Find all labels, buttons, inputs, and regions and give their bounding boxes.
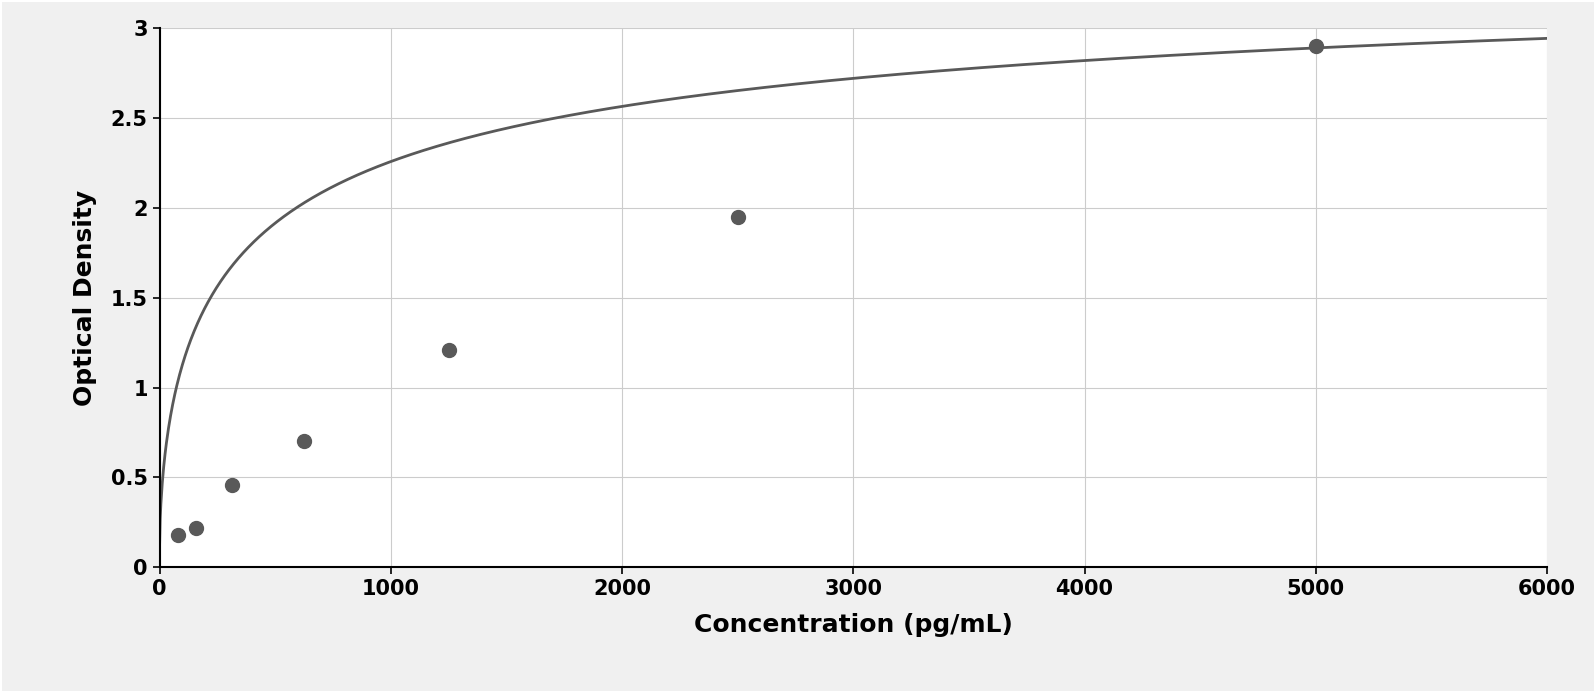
Point [724, 211, 751, 222]
Y-axis label: Optical Density: Optical Density [73, 190, 97, 406]
Point [292, 436, 317, 447]
Point [219, 479, 244, 490]
Point [183, 522, 209, 534]
Point [1303, 40, 1329, 51]
Point [435, 344, 461, 355]
X-axis label: Concentration (pg/mL): Concentration (pg/mL) [694, 613, 1013, 637]
Point [164, 529, 190, 540]
